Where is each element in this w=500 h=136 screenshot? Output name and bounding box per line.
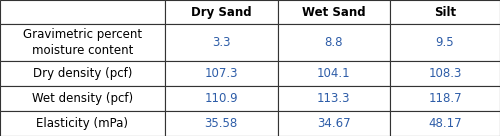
Bar	[278, 86, 390, 111]
Bar	[278, 61, 390, 86]
Text: 8.8: 8.8	[324, 36, 343, 49]
Text: 34.67: 34.67	[317, 117, 350, 130]
Bar	[165, 24, 278, 61]
Bar	[165, 86, 278, 111]
Bar	[390, 24, 500, 61]
Bar	[0, 0, 165, 24]
Bar	[0, 111, 165, 136]
Bar	[0, 61, 165, 86]
Text: 110.9: 110.9	[204, 92, 238, 105]
Text: Wet density (pcf): Wet density (pcf)	[32, 92, 133, 105]
Text: 108.3: 108.3	[428, 67, 462, 80]
Text: Dry density (pcf): Dry density (pcf)	[33, 67, 132, 80]
Text: 107.3: 107.3	[204, 67, 238, 80]
Text: 113.3: 113.3	[317, 92, 350, 105]
Bar	[165, 61, 278, 86]
Bar	[278, 0, 390, 24]
Text: Elasticity (mPa): Elasticity (mPa)	[36, 117, 128, 130]
Text: Silt: Silt	[434, 6, 456, 19]
Bar	[390, 61, 500, 86]
Text: Dry Sand: Dry Sand	[191, 6, 252, 19]
Text: 9.5: 9.5	[436, 36, 454, 49]
Text: Wet Sand: Wet Sand	[302, 6, 366, 19]
Bar	[165, 111, 278, 136]
Bar	[165, 0, 278, 24]
Bar	[0, 86, 165, 111]
Text: 3.3: 3.3	[212, 36, 231, 49]
Text: 118.7: 118.7	[428, 92, 462, 105]
Text: 48.17: 48.17	[428, 117, 462, 130]
Bar	[390, 0, 500, 24]
Text: 104.1: 104.1	[317, 67, 350, 80]
Bar	[278, 24, 390, 61]
Bar	[278, 111, 390, 136]
Bar	[0, 24, 165, 61]
Bar	[390, 86, 500, 111]
Text: 35.58: 35.58	[204, 117, 238, 130]
Text: Gravimetric percent
moisture content: Gravimetric percent moisture content	[23, 28, 142, 57]
Bar	[390, 111, 500, 136]
